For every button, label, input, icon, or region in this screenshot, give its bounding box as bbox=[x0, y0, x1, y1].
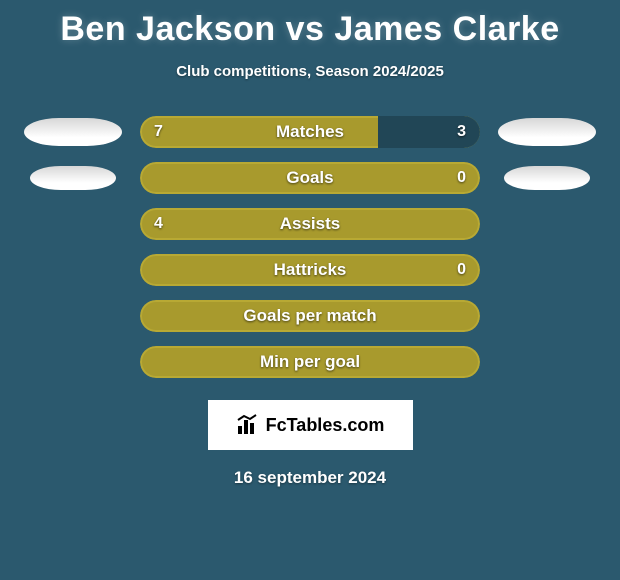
stat-value-right: 0 bbox=[457, 261, 466, 279]
player-right-logo bbox=[498, 118, 596, 146]
stat-bar: 73Matches bbox=[140, 116, 480, 148]
stat-bar: 0Goals bbox=[140, 162, 480, 194]
player-right-logo bbox=[504, 166, 590, 190]
chart-icon bbox=[236, 414, 260, 436]
bar-left-fill bbox=[140, 162, 480, 194]
comparison-chart: 73Matches0Goals4Assists0HattricksGoals p… bbox=[0, 116, 620, 392]
stat-row: Min per goal bbox=[0, 346, 620, 378]
stat-bar: 4Assists bbox=[140, 208, 480, 240]
stat-bar: Min per goal bbox=[140, 346, 480, 378]
date-label: 16 september 2024 bbox=[234, 468, 386, 488]
stat-bar: 0Hattricks bbox=[140, 254, 480, 286]
player-left-logo bbox=[30, 166, 116, 190]
bar-left-fill bbox=[140, 300, 480, 332]
stat-value-right: 3 bbox=[457, 123, 466, 141]
stat-value-left: 4 bbox=[154, 215, 163, 233]
stat-row: Goals per match bbox=[0, 300, 620, 332]
stat-row: 73Matches bbox=[0, 116, 620, 148]
subtitle: Club competitions, Season 2024/2025 bbox=[176, 63, 444, 80]
page-title: Ben Jackson vs James Clarke bbox=[60, 10, 559, 49]
bar-left-fill bbox=[140, 208, 480, 240]
stat-value-right: 0 bbox=[457, 169, 466, 187]
player-left-logo bbox=[24, 118, 122, 146]
bar-left-fill bbox=[140, 346, 480, 378]
bar-left-fill bbox=[140, 254, 480, 286]
brand-text: FcTables.com bbox=[266, 415, 385, 436]
stat-value-left: 7 bbox=[154, 123, 163, 141]
stat-row: 0Goals bbox=[0, 162, 620, 194]
brand-badge: FcTables.com bbox=[208, 400, 413, 450]
stat-row: 4Assists bbox=[0, 208, 620, 240]
stat-row: 0Hattricks bbox=[0, 254, 620, 286]
stat-bar: Goals per match bbox=[140, 300, 480, 332]
